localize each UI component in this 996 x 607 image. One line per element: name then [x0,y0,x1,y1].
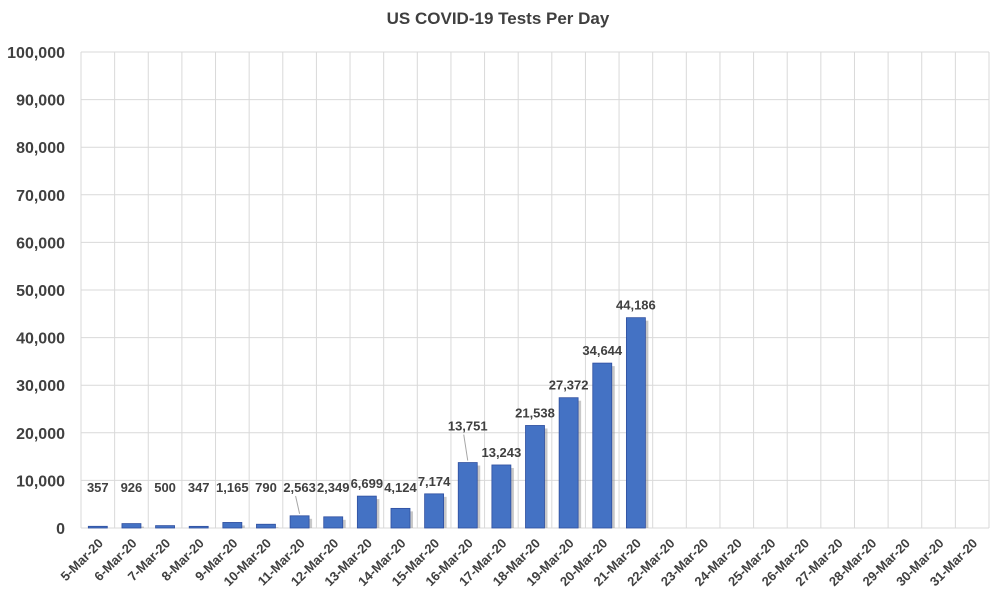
y-tick-label: 60,000 [16,235,65,252]
gridlines [80,51,990,529]
data-label: 790 [255,480,277,495]
bar [256,523,276,529]
data-label: 500 [154,480,176,495]
y-tick-label: 100,000 [7,45,65,62]
data-label: 2,349 [317,480,350,495]
y-axis-ticks: 0 10,000 20,000 30,000 40,000 50,000 60,000 70,… [7,45,65,538]
y-tick-label: 0 [56,521,65,538]
data-label: 4,124 [384,480,417,495]
data-label: 13,751 [448,419,488,434]
y-tick-label: 70,000 [16,188,65,205]
leader-line [463,434,469,461]
data-label: 926 [121,480,143,495]
data-label: 347 [188,480,210,495]
bar [525,425,545,529]
y-tick-label: 50,000 [16,283,65,300]
bar [592,362,613,529]
bar [87,525,108,529]
data-label: 34,644 [582,343,623,358]
data-label: 2,563 [283,480,316,495]
bar [289,515,310,529]
data-label: 1,165 [216,480,249,495]
leader-line [295,495,301,514]
bar [625,317,646,529]
data-label: 357 [87,480,109,495]
x-axis-ticks: 5-Mar-206-Mar-207-Mar-208-Mar-209-Mar-20… [58,536,981,590]
data-label: 44,186 [616,298,656,313]
y-tick-label: 90,000 [16,93,65,110]
bar [323,516,344,529]
data-label: 27,372 [549,378,589,393]
data-label: 6,699 [351,476,384,491]
bar [188,525,209,529]
bars [87,317,649,529]
bar [356,495,377,529]
bar [457,462,478,529]
y-tick-label: 20,000 [16,426,65,443]
bar [155,525,175,529]
bar [222,522,243,529]
chart-title: US COVID-19 Tests Per Day [386,9,610,28]
data-labels: 357 926 500 347 1,165 790 2,563 2,349 6,699 4,124… [87,298,656,514]
data-label: 7,174 [418,474,451,489]
y-tick-label: 10,000 [16,473,65,490]
bar [121,523,142,529]
y-tick-label: 80,000 [16,140,65,157]
data-label: 21,538 [515,405,555,420]
bar [491,464,512,529]
bar [558,397,579,529]
y-tick-label: 30,000 [16,378,65,395]
bar [390,507,411,529]
y-tick-label: 40,000 [16,331,65,348]
bar [424,493,445,529]
data-label: 13,243 [481,445,521,460]
